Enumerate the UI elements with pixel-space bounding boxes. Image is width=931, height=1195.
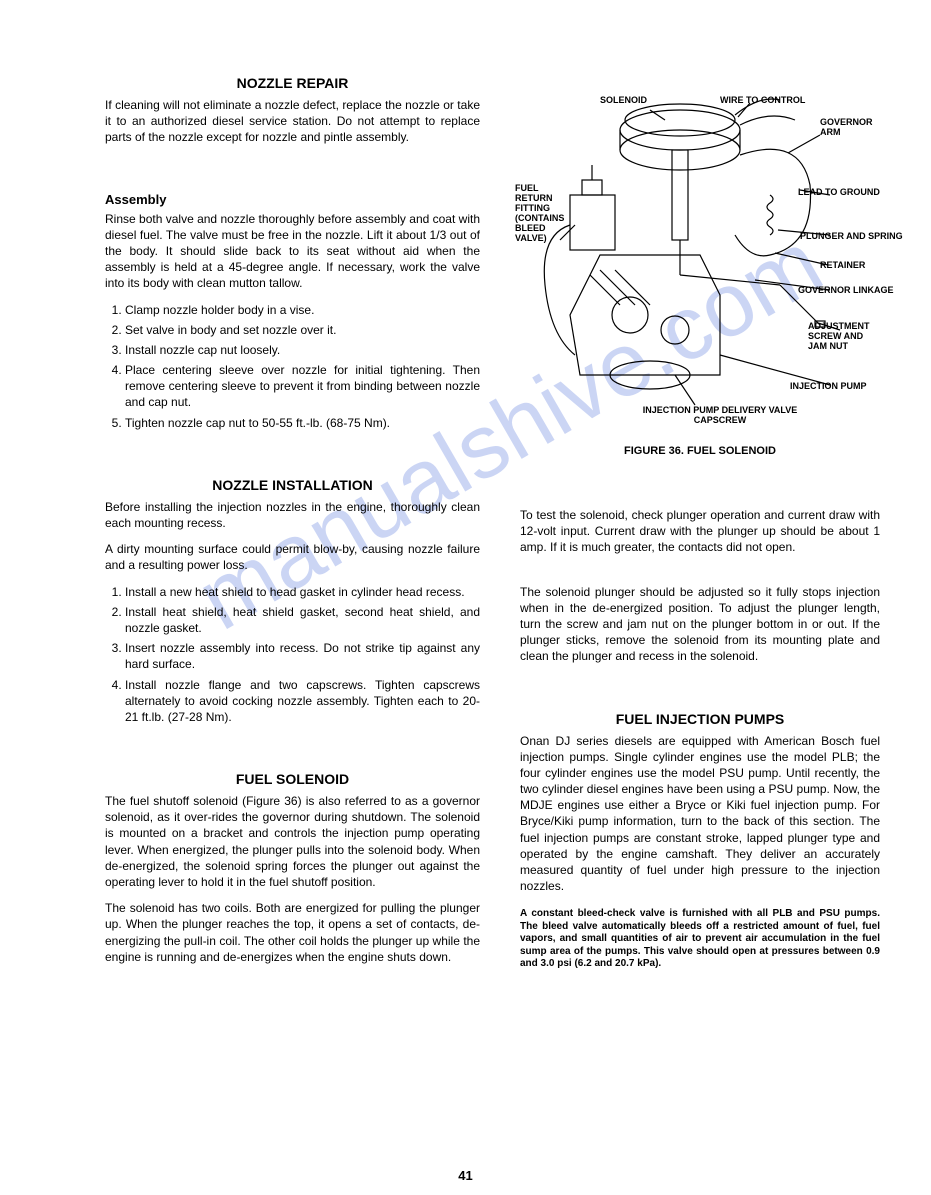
figure-label-retainer: RETAINER [820, 260, 865, 270]
figure-label-plunger: PLUNGER AND SPRING [800, 231, 903, 241]
figure-label-delivery-valve: INJECTION PUMP DELIVERY VALVE CAPSCREW [640, 405, 800, 425]
figure-label-governor-arm: GOVERNOR ARM [820, 117, 880, 137]
list-item: Install a new heat shield to head gasket… [125, 584, 480, 600]
install-steps-list: Install a new heat shield to head gasket… [105, 584, 480, 726]
figure-label-inj-pump: INJECTION PUMP [790, 381, 867, 391]
heading-nozzle-installation: NOZZLE INSTALLATION [105, 477, 480, 493]
figure-36: SOLENOID WIRE TO CONTROL GOVERNOR ARM FU… [520, 75, 880, 435]
para-install-1: Before installing the injection nozzles … [105, 499, 480, 531]
para-solenoid-1: The fuel shutoff solenoid (Figure 36) is… [105, 793, 480, 890]
figure-label-wire: WIRE TO CONTROL [720, 95, 805, 105]
para-assembly: Rinse both valve and nozzle thoroughly b… [105, 211, 480, 292]
list-item: Install nozzle flange and two capscrews.… [125, 677, 480, 726]
figure-caption: FIGURE 36. FUEL SOLENOID [520, 445, 880, 457]
assembly-steps-list: Clamp nozzle holder body in a vise. Set … [105, 302, 480, 431]
figure-label-gov-linkage: GOVERNOR LINKAGE [798, 285, 894, 295]
heading-fuel-injection-pumps: FUEL INJECTION PUMPS [520, 711, 880, 727]
figure-label-adj-screw: ADJUSTMENT SCREW AND JAM NUT [808, 321, 880, 351]
list-item: Clamp nozzle holder body in a vise. [125, 302, 480, 318]
para-install-2: A dirty mounting surface could permit bl… [105, 541, 480, 573]
figure-label-fuel-return: FUEL RETURN FITTING (CONTAINS BLEED VALV… [515, 183, 575, 243]
list-item: Place centering sleeve over nozzle for i… [125, 362, 480, 411]
list-item: Tighten nozzle cap nut to 50-55 ft.-lb. … [125, 415, 480, 431]
left-column: NOZZLE REPAIR If cleaning will not elimi… [105, 75, 480, 975]
heading-fuel-solenoid: FUEL SOLENOID [105, 771, 480, 787]
para-solenoid-2: The solenoid has two coils. Both are ene… [105, 900, 480, 965]
note-bleed-valve: A constant bleed-check valve is furnishe… [520, 908, 880, 971]
para-plunger-adjust: The solenoid plunger should be adjusted … [520, 584, 880, 665]
figure-label-lead-ground: LEAD TO GROUND [798, 187, 880, 197]
para-test-solenoid: To test the solenoid, check plunger oper… [520, 507, 880, 556]
list-item: Install nozzle cap nut loosely. [125, 342, 480, 358]
page-number: 41 [0, 1168, 931, 1183]
heading-assembly: Assembly [105, 192, 480, 207]
right-column: SOLENOID WIRE TO CONTROL GOVERNOR ARM FU… [520, 75, 880, 975]
page-content: NOZZLE REPAIR If cleaning will not elimi… [0, 0, 931, 995]
list-item: Install heat shield, heat shield gasket,… [125, 604, 480, 636]
para-pumps: Onan DJ series diesels are equipped with… [520, 733, 880, 895]
heading-nozzle-repair: NOZZLE REPAIR [105, 75, 480, 91]
para-nozzle-repair: If cleaning will not eliminate a nozzle … [105, 97, 480, 146]
figure-label-solenoid: SOLENOID [600, 95, 647, 105]
list-item: Set valve in body and set nozzle over it… [125, 322, 480, 338]
list-item: Insert nozzle assembly into recess. Do n… [125, 640, 480, 672]
